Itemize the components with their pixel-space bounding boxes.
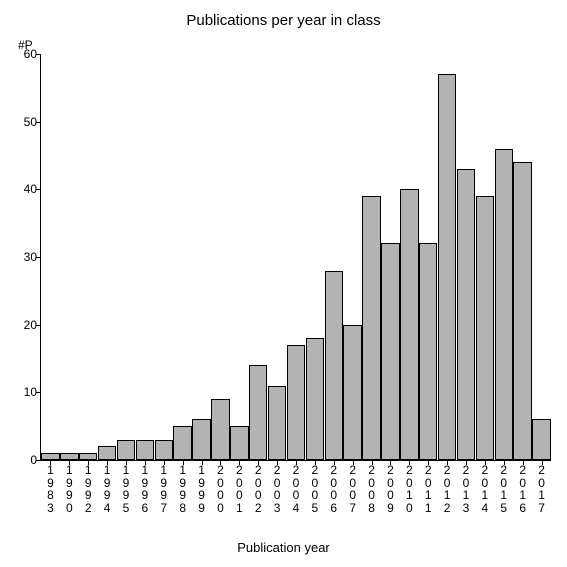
x-axis-label: Publication year: [0, 540, 567, 555]
xtick-label: 2 0 0 0: [211, 460, 230, 514]
bar: [343, 325, 362, 460]
bar: [268, 386, 287, 460]
xtick-label: 2 0 1 2: [438, 460, 457, 514]
xtick-label: 2 0 0 4: [287, 460, 306, 514]
chart-container: Publications per year in class #P 010203…: [0, 0, 567, 567]
bar: [306, 338, 325, 460]
xtick-label: 1 9 9 7: [154, 460, 173, 514]
xtick-label: 2 0 1 5: [494, 460, 513, 514]
xtick-label: 1 9 9 6: [135, 460, 154, 514]
ytick-label: 20: [13, 318, 37, 332]
bar: [136, 440, 155, 460]
xtick-label: 2 0 1 6: [513, 460, 532, 514]
ytick-label: 0: [13, 453, 37, 467]
bar: [60, 453, 79, 460]
bar: [249, 365, 268, 460]
bar: [98, 446, 117, 460]
xtick-label: 2 0 0 5: [305, 460, 324, 514]
xtick-label: 1 9 9 8: [173, 460, 192, 514]
xtick-label: 2 0 0 3: [268, 460, 287, 514]
ytick-label: 40: [13, 182, 37, 196]
ytick-label: 60: [13, 47, 37, 61]
xtick-label: 1 9 9 9: [192, 460, 211, 514]
xtick-label: 1 9 9 2: [79, 460, 98, 514]
xtick-label: 1 9 9 5: [117, 460, 136, 514]
bar: [457, 169, 476, 460]
bar: [476, 196, 495, 460]
bar: [41, 453, 60, 460]
xtick-label: 2 0 1 7: [532, 460, 551, 514]
bar: [325, 271, 344, 460]
xtick-label: 2 0 0 9: [381, 460, 400, 514]
xtick-label: 2 0 1 4: [475, 460, 494, 514]
xtick-label: 1 9 8 3: [41, 460, 60, 514]
xtick-label: 2 0 1 0: [400, 460, 419, 514]
bars-group: [41, 54, 551, 460]
bar: [230, 426, 249, 460]
xtick-label: 2 0 1 3: [457, 460, 476, 514]
bar: [438, 74, 457, 460]
bar: [192, 419, 211, 460]
bar: [532, 419, 551, 460]
bar: [362, 196, 381, 460]
xtick-label: 1 9 9 4: [98, 460, 117, 514]
bar: [381, 243, 400, 460]
xtick-label: 2 0 0 7: [343, 460, 362, 514]
ytick-label: 30: [13, 250, 37, 264]
bar: [155, 440, 174, 460]
plot-area: 01020304050601 9 8 31 9 9 01 9 9 21 9 9 …: [40, 54, 551, 461]
xtick-label: 1 9 9 0: [60, 460, 79, 514]
ytick-label: 50: [13, 115, 37, 129]
xtick-label: 2 0 0 8: [362, 460, 381, 514]
ytick-label: 10: [13, 385, 37, 399]
bar: [495, 149, 514, 460]
bar: [287, 345, 306, 460]
bar: [211, 399, 230, 460]
bar: [117, 440, 136, 460]
bar: [173, 426, 192, 460]
bar: [79, 453, 98, 460]
bar: [513, 162, 532, 460]
xtick-label: 2 0 0 1: [230, 460, 249, 514]
xtick-label: 2 0 0 2: [249, 460, 268, 514]
bar: [419, 243, 438, 460]
xtick-label: 2 0 0 6: [324, 460, 343, 514]
bar: [400, 189, 419, 460]
xtick-label: 2 0 1 1: [419, 460, 438, 514]
chart-title: Publications per year in class: [0, 12, 567, 29]
